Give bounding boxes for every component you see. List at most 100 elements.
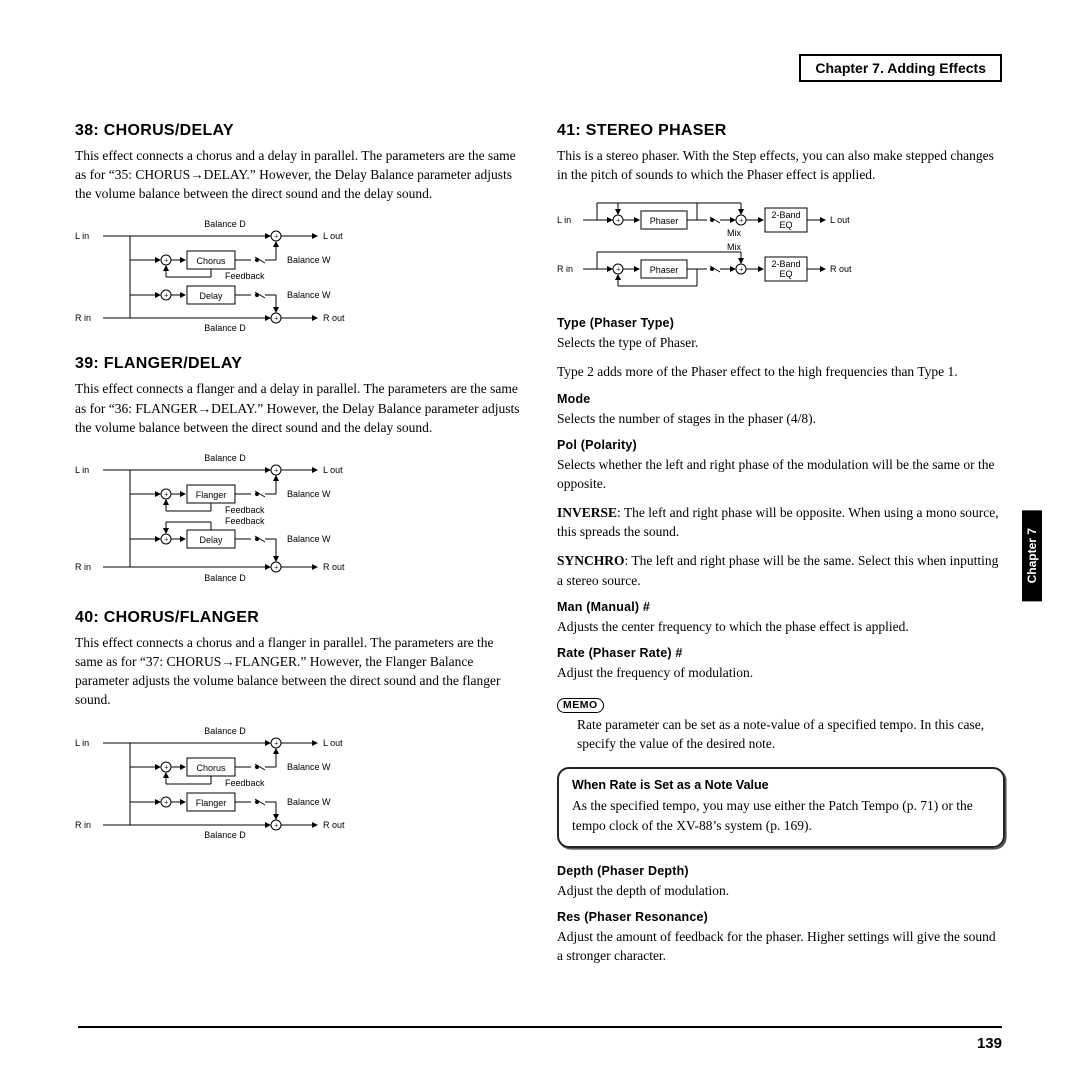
svg-text:R in: R in — [557, 264, 573, 274]
param-res-heading: Res (Phaser Resonance) — [557, 910, 1005, 924]
diagram-38: L in + L out + Chorus — [75, 213, 523, 333]
param-pol-synchro: SYNCHRO: The left and right phase will b… — [557, 551, 1005, 589]
svg-text:+: + — [164, 291, 169, 300]
section-38: 38: CHORUS/DELAY This effect connects a … — [75, 122, 523, 333]
svg-text:Delay: Delay — [199, 535, 223, 545]
param-depth-p: Adjust the depth of modulation. — [557, 881, 1005, 900]
param-type-p1: Selects the type of Phaser. — [557, 333, 1005, 352]
param-depth-heading: Depth (Phaser Depth) — [557, 864, 1005, 878]
svg-text:L in: L in — [75, 231, 89, 241]
svg-text:+: + — [274, 466, 279, 475]
svg-text:Flanger: Flanger — [196, 490, 227, 500]
svg-text:Balance D: Balance D — [204, 323, 246, 333]
svg-text:+: + — [274, 821, 279, 830]
svg-text:R out: R out — [323, 820, 345, 830]
param-rate-p: Adjust the frequency of modulation. — [557, 663, 1005, 682]
svg-text:+: + — [164, 535, 169, 544]
svg-text:R out: R out — [323, 313, 345, 323]
svg-text:+: + — [164, 798, 169, 807]
svg-text:+: + — [164, 490, 169, 499]
svg-text:EQ: EQ — [779, 220, 792, 230]
section-41: 41: STEREO PHASER This is a stereo phase… — [557, 122, 1005, 965]
body-38: This effect connects a chorus and a dela… — [75, 146, 523, 203]
svg-text:+: + — [616, 265, 621, 274]
svg-text:R in: R in — [75, 562, 91, 572]
svg-text:+: + — [274, 232, 279, 241]
svg-text:L in: L in — [557, 215, 571, 225]
svg-text:Balance W: Balance W — [287, 534, 331, 544]
right-column: 41: STEREO PHASER This is a stereo phase… — [557, 122, 1005, 979]
heading-39: 39: FLANGER/DELAY — [75, 355, 523, 373]
param-mode-heading: Mode — [557, 392, 1005, 406]
svg-text:Mix: Mix — [727, 242, 741, 252]
label-synchro: SYNCHRO — [557, 553, 625, 568]
note-box: When Rate is Set as a Note Value As the … — [557, 767, 1005, 847]
chapter-header: Chapter 7. Adding Effects — [799, 54, 1002, 82]
left-column: 38: CHORUS/DELAY This effect connects a … — [75, 122, 523, 979]
svg-text:Balance W: Balance W — [287, 762, 331, 772]
svg-text:Delay: Delay — [199, 291, 223, 301]
param-pol-inverse: INVERSE: The left and right phase will b… — [557, 503, 1005, 541]
svg-text:+: + — [164, 763, 169, 772]
param-res-p: Adjust the amount of feedback for the ph… — [557, 927, 1005, 965]
svg-text:Balance W: Balance W — [287, 290, 331, 300]
param-type-p2: Type 2 adds more of the Phaser effect to… — [557, 362, 1005, 381]
svg-text:Balance D: Balance D — [204, 219, 246, 229]
section-39: 39: FLANGER/DELAY This effect connects a… — [75, 355, 523, 586]
param-man-heading: Man (Manual) # — [557, 600, 1005, 614]
body-40: This effect connects a chorus and a flan… — [75, 633, 523, 710]
body-39: This effect connects a flanger and a del… — [75, 379, 523, 436]
svg-text:Balance D: Balance D — [204, 453, 246, 463]
svg-text:Flanger: Flanger — [196, 798, 227, 808]
heading-41: 41: STEREO PHASER — [557, 122, 1005, 140]
heading-38: 38: CHORUS/DELAY — [75, 122, 523, 140]
svg-text:L in: L in — [75, 465, 89, 475]
memo-text: Rate parameter can be set as a note-valu… — [577, 715, 1005, 753]
svg-text:+: + — [739, 265, 744, 274]
section-40: 40: CHORUS/FLANGER This effect connects … — [75, 609, 523, 840]
svg-text:Phaser: Phaser — [650, 265, 679, 275]
svg-text:Chorus: Chorus — [196, 256, 226, 266]
svg-text:Chorus: Chorus — [196, 763, 226, 773]
param-pol-heading: Pol (Polarity) — [557, 438, 1005, 452]
label-inverse: INVERSE — [557, 505, 617, 520]
side-chapter-tab: Chapter 7 — [1022, 510, 1042, 601]
svg-text:L out: L out — [830, 215, 850, 225]
svg-text:R out: R out — [323, 562, 345, 572]
param-mode-p: Selects the number of stages in the phas… — [557, 409, 1005, 428]
svg-text:L out: L out — [323, 738, 343, 748]
diagram-40: L in + L out Balance D + Chorus — [75, 720, 523, 840]
svg-text:Feedback: Feedback — [225, 778, 265, 788]
param-man-p: Adjusts the center frequency to which th… — [557, 617, 1005, 636]
body-41: This is a stereo phaser. With the Step e… — [557, 146, 1005, 184]
param-type-heading: Type (Phaser Type) — [557, 316, 1005, 330]
svg-text:Balance D: Balance D — [204, 573, 246, 583]
note-title: When Rate is Set as a Note Value — [572, 778, 990, 792]
heading-40: 40: CHORUS/FLANGER — [75, 609, 523, 627]
svg-text:R in: R in — [75, 820, 91, 830]
svg-text:R out: R out — [830, 264, 852, 274]
svg-text:Balance W: Balance W — [287, 797, 331, 807]
diagram-41: L in + Phaser + 2-Band — [557, 194, 1005, 294]
svg-text:+: + — [739, 216, 744, 225]
svg-text:EQ: EQ — [779, 269, 792, 279]
svg-text:Feedback: Feedback — [225, 271, 265, 281]
svg-text:Feedback: Feedback — [225, 505, 265, 515]
diagram-39: L in + L out Balance D + Flanger — [75, 447, 523, 587]
page-number: 139 — [977, 1035, 1002, 1052]
param-rate-heading: Rate (Phaser Rate) # — [557, 646, 1005, 660]
param-pol-p1: Selects whether the left and right phase… — [557, 455, 1005, 493]
svg-text:L in: L in — [75, 738, 89, 748]
svg-text:+: + — [616, 216, 621, 225]
svg-text:+: + — [274, 314, 279, 323]
svg-text:2-Band: 2-Band — [771, 259, 800, 269]
svg-text:R in: R in — [75, 313, 91, 323]
memo-icon: MEMO — [557, 698, 604, 713]
svg-text:2-Band: 2-Band — [771, 210, 800, 220]
svg-text:Balance W: Balance W — [287, 489, 331, 499]
svg-text:+: + — [274, 739, 279, 748]
svg-text:Balance D: Balance D — [204, 726, 246, 736]
svg-text:+: + — [274, 563, 279, 572]
svg-text:L out: L out — [323, 465, 343, 475]
svg-text:Feedback: Feedback — [225, 516, 265, 526]
